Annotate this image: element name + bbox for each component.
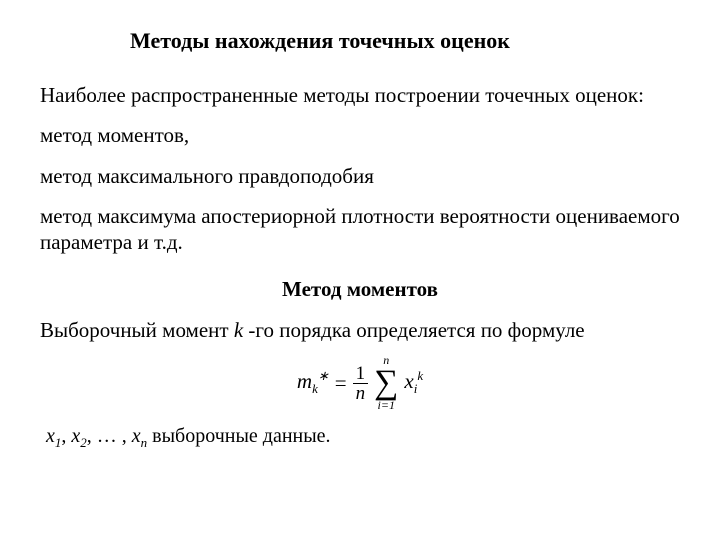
- lhs-var: m: [297, 369, 312, 393]
- term-sub: i: [414, 382, 418, 397]
- seq-dots: … ,: [97, 425, 132, 447]
- method-item-3: метод максимума апостериорной плотности …: [40, 203, 680, 256]
- formula-block: mk∗ = 1 n n ∑ i=1 xik: [40, 355, 680, 411]
- term-var: x: [404, 369, 413, 393]
- seq-x1-var: x: [46, 425, 55, 447]
- lhs-sub: k: [312, 382, 318, 397]
- seq-comma-1: ,: [61, 425, 71, 447]
- moment-order-var: k: [234, 318, 243, 342]
- moment-line-post: -го порядка определяется по формуле: [243, 318, 584, 342]
- fraction-numerator: 1: [353, 364, 369, 384]
- intro-paragraph: Наиболее распространенные методы построе…: [40, 82, 680, 108]
- fraction-denominator: n: [353, 384, 369, 403]
- fraction-one-over-n: 1 n: [353, 364, 369, 403]
- formula-lhs: mk∗: [297, 368, 329, 397]
- sum-lower-limit: i=1: [378, 400, 395, 411]
- moment-line-pre: Выборочный момент: [40, 318, 234, 342]
- sigma-symbol: ∑: [374, 366, 398, 400]
- seq-tail-text: выборочные данные.: [147, 425, 330, 447]
- seq-xn-var: x: [132, 425, 141, 447]
- summand-term: xik: [404, 368, 423, 397]
- seq-x2-var: x: [71, 425, 80, 447]
- seq-comma-2: ,: [87, 425, 97, 447]
- sample-moment-formula: mk∗ = 1 n n ∑ i=1 xik: [297, 355, 423, 411]
- slide-page: Методы нахождения точечных оценок Наибол…: [0, 0, 720, 540]
- lhs-sup: ∗: [318, 368, 329, 383]
- sample-data-line: x1, x2, … , xn выборочные данные.: [46, 425, 680, 451]
- method-item-2: метод максимального правдоподобия: [40, 163, 680, 189]
- moment-definition-line: Выборочный момент k -го порядка определя…: [40, 318, 680, 343]
- page-title: Методы нахождения точечных оценок: [130, 28, 680, 54]
- term-sup: k: [417, 368, 423, 383]
- subheading-method-of-moments: Метод моментов: [40, 277, 680, 302]
- summation-block: n ∑ i=1: [374, 355, 398, 411]
- equals-sign: =: [335, 371, 347, 396]
- method-item-1: метод моментов,: [40, 122, 680, 148]
